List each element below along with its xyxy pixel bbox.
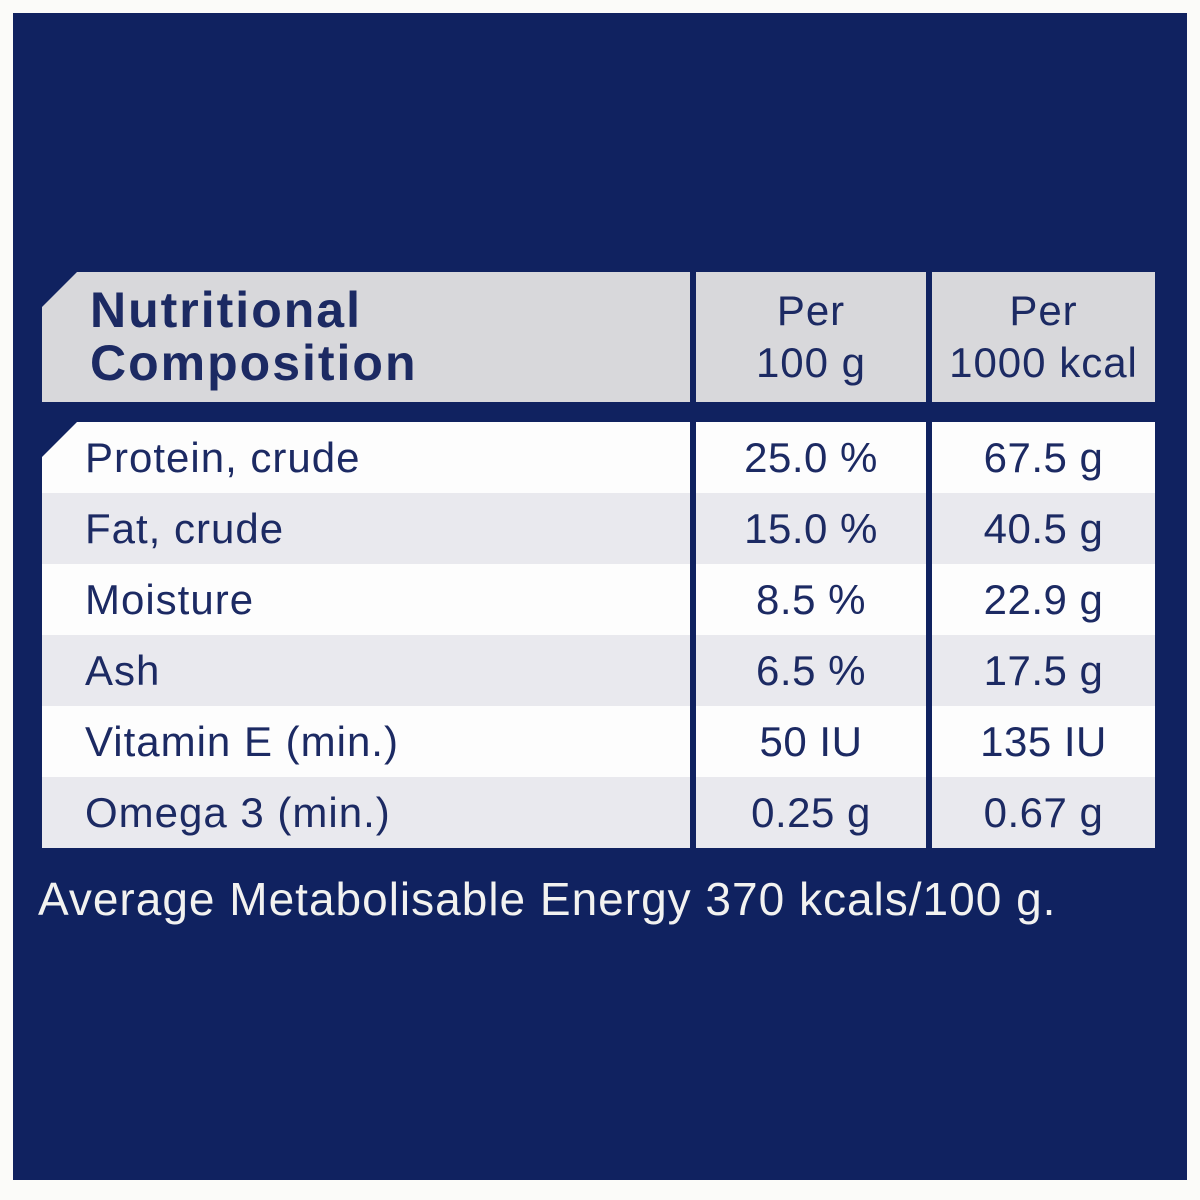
row-label: Fat, crude xyxy=(42,493,690,564)
row-value-per-100g: 6.5 % xyxy=(696,635,926,706)
header-title-line2: Composition xyxy=(90,335,418,391)
row-value-per-100g: 0.25 g xyxy=(696,777,926,848)
table-row-omega-3: Omega 3 (min.) 0.25 g 0.67 g xyxy=(42,777,1155,848)
header-per-1000kcal-line2: 1000 kcal xyxy=(949,339,1138,386)
table-row-moisture: Moisture 8.5 % 22.9 g xyxy=(42,564,1155,635)
header-per-1000kcal-text: Per 1000 kcal xyxy=(949,285,1138,389)
header-per-100g-line1: Per xyxy=(776,287,846,334)
row-value-per-100g: 25.0 % xyxy=(696,422,926,493)
navy-panel: Nutritional Composition Per 100 g Per 10… xyxy=(13,13,1187,1180)
row-value-per-100g: 50 IU xyxy=(696,706,926,777)
header-per-100g-cell: Per 100 g xyxy=(696,272,926,402)
table-row-fat: Fat, crude 15.0 % 40.5 g xyxy=(42,493,1155,564)
row-label: Vitamin E (min.) xyxy=(42,706,690,777)
table-row-ash: Ash 6.5 % 17.5 g xyxy=(42,635,1155,706)
nutrition-table: Nutritional Composition Per 100 g Per 10… xyxy=(42,272,1155,848)
row-label: Ash xyxy=(42,635,690,706)
header-per-1000kcal-line1: Per xyxy=(1009,287,1078,334)
row-label: Protein, crude xyxy=(42,422,690,493)
header-title-text: Nutritional Composition xyxy=(90,284,418,390)
row-value-per-1000kcal: 135 IU xyxy=(932,706,1155,777)
row-value-per-100g: 15.0 % xyxy=(696,493,926,564)
header-per-100g-text: Per 100 g xyxy=(756,285,866,389)
table-header-row: Nutritional Composition Per 100 g Per 10… xyxy=(42,272,1155,402)
table-row-vitamin-e: Vitamin E (min.) 50 IU 135 IU xyxy=(42,706,1155,777)
row-label: Moisture xyxy=(42,564,690,635)
header-per-1000kcal-cell: Per 1000 kcal xyxy=(932,272,1155,402)
row-value-per-1000kcal: 40.5 g xyxy=(932,493,1155,564)
header-title-cell: Nutritional Composition xyxy=(42,272,690,402)
table-row-protein: Protein, crude 25.0 % 67.5 g xyxy=(42,422,1155,493)
row-value-per-1000kcal: 67.5 g xyxy=(932,422,1155,493)
table-body: Protein, crude 25.0 % 67.5 g Fat, crude … xyxy=(42,422,1155,848)
row-value-per-100g: 8.5 % xyxy=(696,564,926,635)
row-value-per-1000kcal: 0.67 g xyxy=(932,777,1155,848)
metabolisable-energy-note: Average Metabolisable Energy 370 kcals/1… xyxy=(38,873,1057,925)
header-title-line1: Nutritional xyxy=(90,282,362,338)
row-value-per-1000kcal: 17.5 g xyxy=(932,635,1155,706)
row-value-per-1000kcal: 22.9 g xyxy=(932,564,1155,635)
header-per-100g-line2: 100 g xyxy=(755,339,867,386)
row-label: Omega 3 (min.) xyxy=(42,777,690,848)
